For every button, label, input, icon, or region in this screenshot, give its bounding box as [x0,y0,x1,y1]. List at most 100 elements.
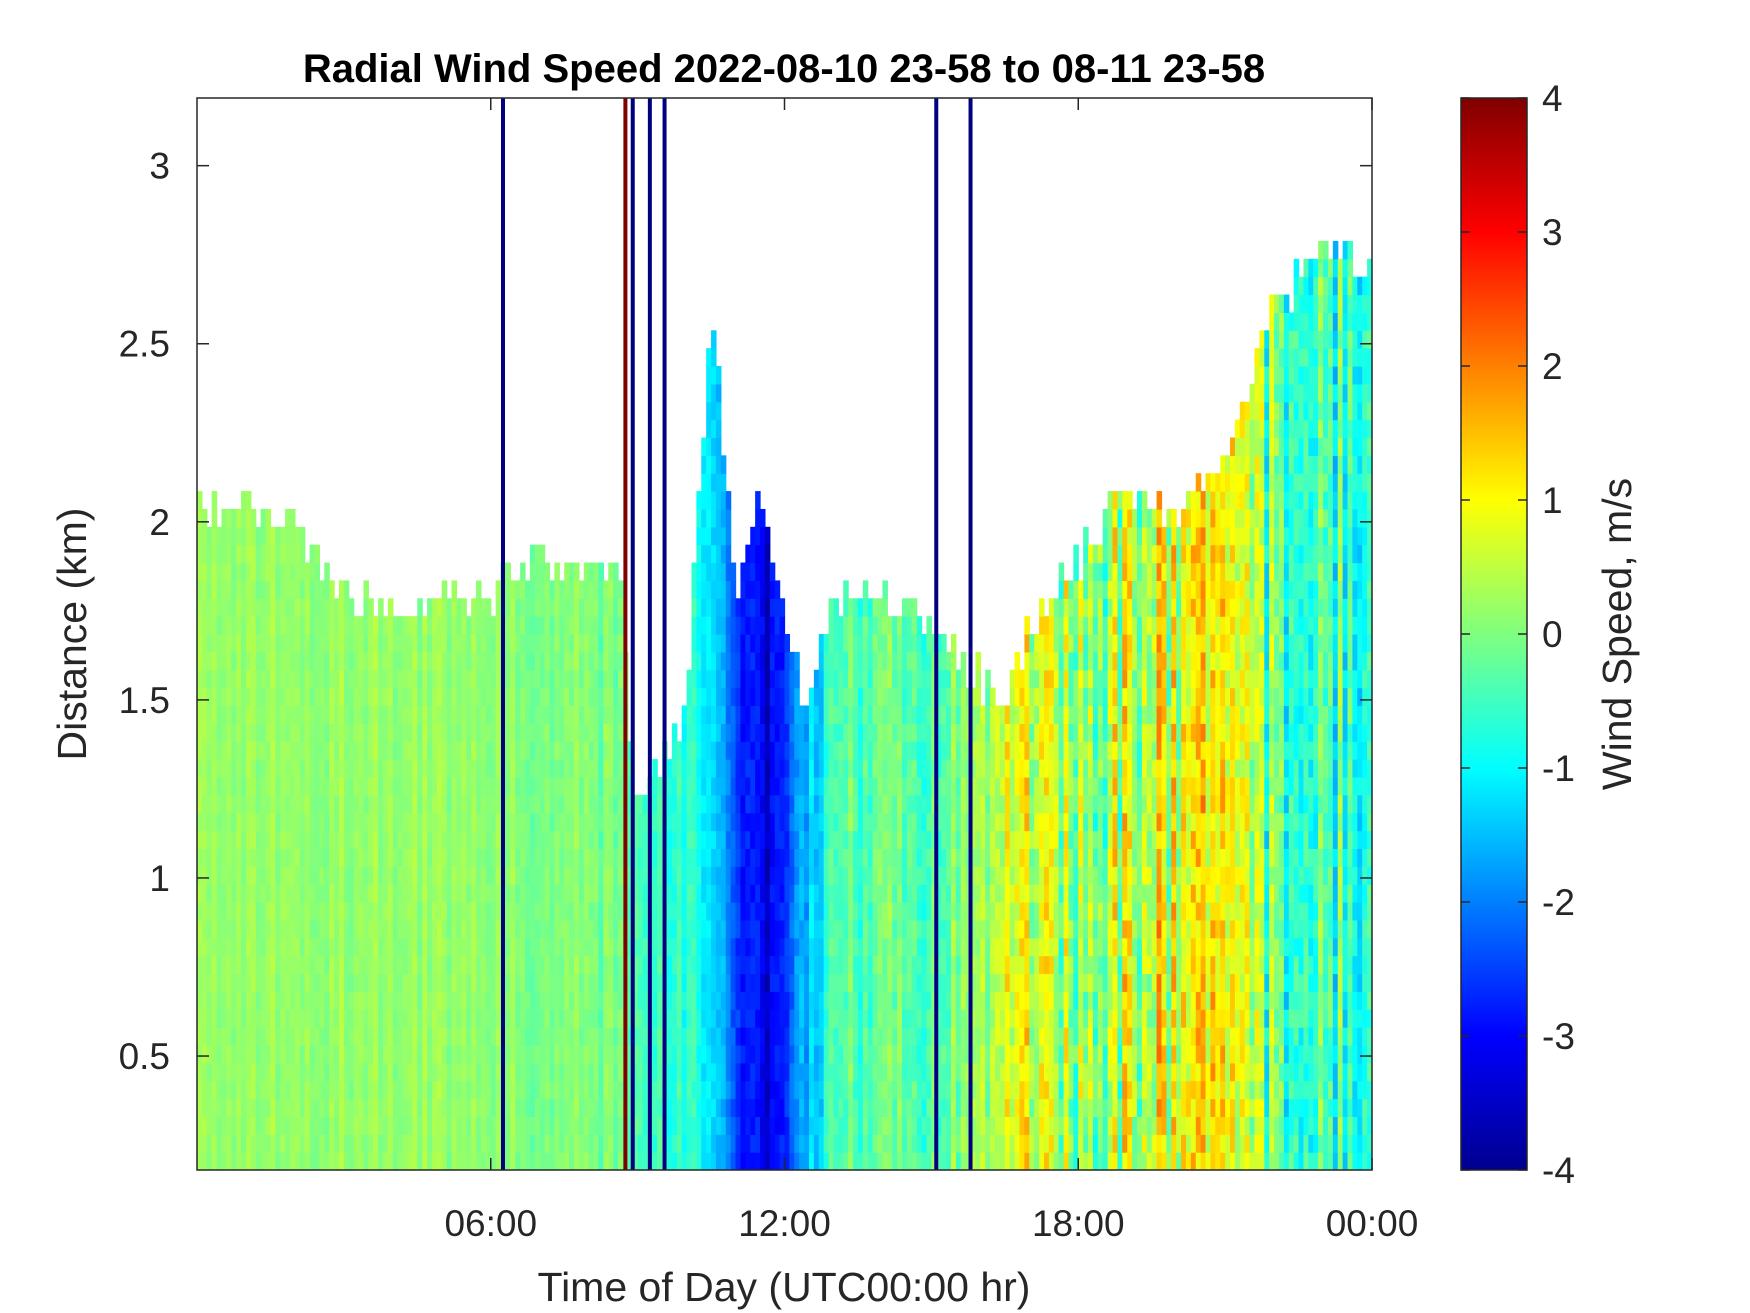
heatmap-cell [867,866,874,885]
heatmap-cell [338,1009,345,1028]
heatmap-cell [383,616,389,635]
heatmap-cell [554,991,560,1010]
heatmap-cell [451,723,458,742]
heatmap-cell [642,902,649,921]
heatmap-cell [446,616,453,635]
heatmap-cell [525,812,531,832]
heatmap-cell [270,884,276,903]
heatmap-cell [265,1080,272,1100]
heatmap-cell [853,919,859,939]
heatmap-cell [490,616,497,635]
heatmap-cell [231,973,237,992]
heatmap-cell [358,830,365,849]
heatmap-cell [304,1080,311,1100]
heatmap-cell [368,884,374,903]
heatmap-cell [833,991,839,1010]
heatmap-cell [241,669,247,689]
heatmap-cell [818,705,825,724]
heatmap-cell [510,741,516,760]
heatmap-cell [309,812,316,832]
heatmap-cell [588,723,595,742]
heatmap-cell [539,919,546,939]
heatmap-cell [236,669,242,689]
heatmap-cell [882,991,888,1010]
heatmap-cell [872,705,879,724]
heatmap-cell [231,1098,237,1117]
heatmap-cell [720,794,727,814]
heatmap-cell [926,776,932,796]
heatmap-cell [686,1080,693,1100]
heatmap-cell [843,955,849,975]
heatmap-cell [872,741,879,760]
heatmap-cell [564,1009,570,1028]
heatmap-cell [520,812,526,832]
heatmap-cell [882,723,888,742]
heatmap-cell [427,884,433,903]
heatmap-cell [676,1062,683,1082]
heatmap-cell [529,598,536,617]
heatmap-cell [838,1044,844,1064]
heatmap-cell [432,705,438,724]
heatmap-cell [304,1027,311,1046]
heatmap-cell [236,866,242,885]
heatmap-cell [892,848,898,867]
heatmap-cell [285,669,291,689]
heatmap-cell [906,741,913,760]
heatmap-cell [676,991,683,1010]
heatmap-cell [936,1027,942,1046]
heatmap-cell [226,902,232,921]
heatmap-cell [637,1080,644,1100]
heatmap-cell [490,1027,497,1046]
heatmap-cell [554,705,560,724]
heatmap-cell [750,1044,756,1064]
heatmap-cell [637,1152,644,1170]
heatmap-cell [902,902,908,921]
heatmap-cell [657,776,663,796]
heatmap-cell [476,848,482,867]
heatmap-cell [857,1116,864,1135]
heatmap-cell [216,937,223,957]
heatmap-cell [906,651,913,671]
heatmap-cell [892,616,898,635]
heatmap-cell [598,1098,604,1117]
heatmap-cell [549,1152,555,1170]
heatmap-cell [715,634,722,653]
heatmap-cell [667,1152,673,1170]
heatmap-cell [902,1134,908,1153]
heatmap-cell [652,1134,658,1153]
heatmap-cell [466,1080,472,1100]
heatmap-cell [779,919,786,939]
heatmap-cell [760,544,766,564]
heatmap-cell [539,1134,546,1153]
heatmap-cell [608,1152,614,1170]
heatmap-cell [877,669,884,689]
heatmap-cell [701,902,707,921]
heatmap-cell [691,1027,697,1046]
heatmap-cell [280,741,286,760]
heatmap-cell [206,1116,213,1135]
heatmap-cell [201,723,208,742]
heatmap-cell [720,669,727,689]
heatmap-cell [872,616,879,635]
heatmap-cell [764,902,771,921]
heatmap-cell [534,544,541,564]
heatmap-cell [206,634,213,653]
heatmap-cell [260,866,267,885]
heatmap-cell [378,651,384,671]
heatmap-cell [657,991,663,1010]
heatmap-cell [706,348,712,367]
heatmap-cell [838,741,844,760]
heatmap-cell [711,830,717,849]
heatmap-cell [608,741,614,760]
heatmap-cell [353,1152,360,1170]
heatmap-cell [221,651,227,671]
heatmap-cell [750,973,756,992]
heatmap-cell [417,937,423,957]
heatmap-cell [417,759,423,778]
heatmap-cell [573,884,580,903]
heatmap-cell [642,1098,649,1117]
heatmap-cell [236,1152,242,1170]
heatmap-cell [573,1009,580,1028]
heatmap-cell [603,991,609,1010]
heatmap-cell [593,759,600,778]
